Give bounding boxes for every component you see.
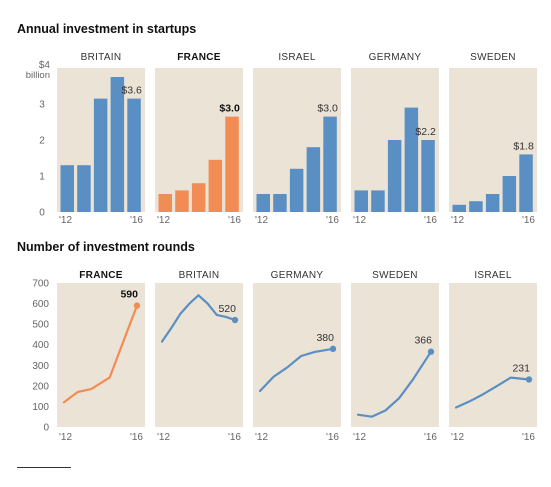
end-value-label: 380 <box>316 332 334 344</box>
x-tick-label: '16 <box>130 215 143 226</box>
y-tick-label: 3 <box>39 100 45 111</box>
bar <box>354 190 368 212</box>
bar <box>306 147 321 212</box>
line-panel-background <box>351 283 439 427</box>
chart-title-investment: Annual investment in startups <box>17 22 197 36</box>
panel-name: BRITAIN <box>179 270 220 281</box>
bar <box>93 98 108 212</box>
bar <box>77 165 91 212</box>
end-point-marker <box>525 376 533 383</box>
bar <box>452 204 466 212</box>
end-value-label: 520 <box>218 303 236 315</box>
line-panel-background <box>155 283 243 427</box>
series-line <box>62 304 139 404</box>
end-value-label: 231 <box>512 362 530 374</box>
bar <box>469 201 483 212</box>
y-tick-label: 700 <box>32 279 49 290</box>
y-tick-label: 1 <box>39 172 45 183</box>
end-value-label: 366 <box>414 335 432 347</box>
line-panel-background <box>253 283 341 427</box>
end-value-label: 590 <box>120 289 138 301</box>
chart-title-rounds: Number of investment rounds <box>17 240 195 254</box>
x-tick-label: '16 <box>326 215 339 226</box>
x-tick-label: '12 <box>451 432 464 443</box>
x-tick-label: '12 <box>157 215 170 226</box>
panel-name: SWEDEN <box>372 270 418 281</box>
x-tick-label: '16 <box>424 432 437 443</box>
x-tick-label: '12 <box>59 215 72 226</box>
bar <box>323 116 337 212</box>
bar <box>191 183 206 212</box>
y-tick-label: 400 <box>32 340 49 351</box>
bar <box>371 190 385 212</box>
y-unit-label-bottom: billion <box>26 70 50 81</box>
panel-name: GERMANY <box>369 52 422 63</box>
bar <box>208 159 223 212</box>
panel-name: ISRAEL <box>278 52 316 63</box>
end-value-label: $3.0 <box>317 103 338 115</box>
bar <box>256 194 270 212</box>
bar <box>289 168 304 212</box>
y-tick-label: 2 <box>39 136 45 147</box>
y-tick-label: 300 <box>32 361 49 372</box>
x-tick-label: '12 <box>157 432 170 443</box>
end-point-marker <box>133 302 141 309</box>
x-tick-label: '16 <box>522 215 535 226</box>
x-tick-label: '12 <box>451 215 464 226</box>
footer-divider <box>17 467 71 468</box>
bar <box>127 98 141 212</box>
x-tick-label: '16 <box>326 432 339 443</box>
bar <box>175 190 189 212</box>
panel-name: SWEDEN <box>470 52 516 63</box>
y-tick-label: 0 <box>39 208 45 219</box>
series-line <box>356 350 433 418</box>
y-tick-label: 100 <box>32 402 49 413</box>
x-tick-label: '16 <box>228 432 241 443</box>
panel-name: GERMANY <box>271 270 324 281</box>
bar <box>225 116 239 212</box>
series-line <box>160 294 237 343</box>
end-point-marker <box>427 348 435 355</box>
end-point-marker <box>231 316 239 324</box>
x-tick-label: '16 <box>522 432 535 443</box>
panel-name: BRITAIN <box>81 52 122 63</box>
x-tick-label: '16 <box>228 215 241 226</box>
line-panel-background <box>57 283 145 427</box>
series-line <box>258 347 335 393</box>
end-point-marker <box>329 345 337 353</box>
bar <box>519 154 533 212</box>
y-tick-label: 200 <box>32 381 49 392</box>
x-tick-label: '12 <box>59 432 72 443</box>
y-tick-label: 500 <box>32 320 49 331</box>
y-tick-label: 0 <box>43 423 49 434</box>
bar <box>421 140 435 212</box>
panel-name: ISRAEL <box>474 270 512 281</box>
x-tick-label: '12 <box>353 215 366 226</box>
x-tick-label: '12 <box>353 432 366 443</box>
end-value-label: $2.2 <box>415 126 436 138</box>
bar <box>110 77 125 212</box>
bar <box>387 140 402 212</box>
x-tick-label: '16 <box>130 432 143 443</box>
x-tick-label: '16 <box>424 215 437 226</box>
bar <box>158 194 172 212</box>
panel-name: FRANCE <box>177 52 220 63</box>
x-tick-label: '12 <box>255 215 268 226</box>
bar <box>502 176 517 212</box>
x-tick-label: '12 <box>255 432 268 443</box>
y-unit-label-top: $4 <box>39 60 51 71</box>
end-value-label: $3.0 <box>219 103 240 115</box>
bar <box>60 165 74 212</box>
series-line <box>454 376 531 409</box>
bar <box>485 194 500 212</box>
bar <box>404 107 419 212</box>
end-value-label: $1.8 <box>513 140 534 152</box>
end-value-label: $3.6 <box>121 85 142 97</box>
y-tick-label: 600 <box>32 299 49 310</box>
panel-name: FRANCE <box>79 270 122 281</box>
bar <box>273 194 287 212</box>
